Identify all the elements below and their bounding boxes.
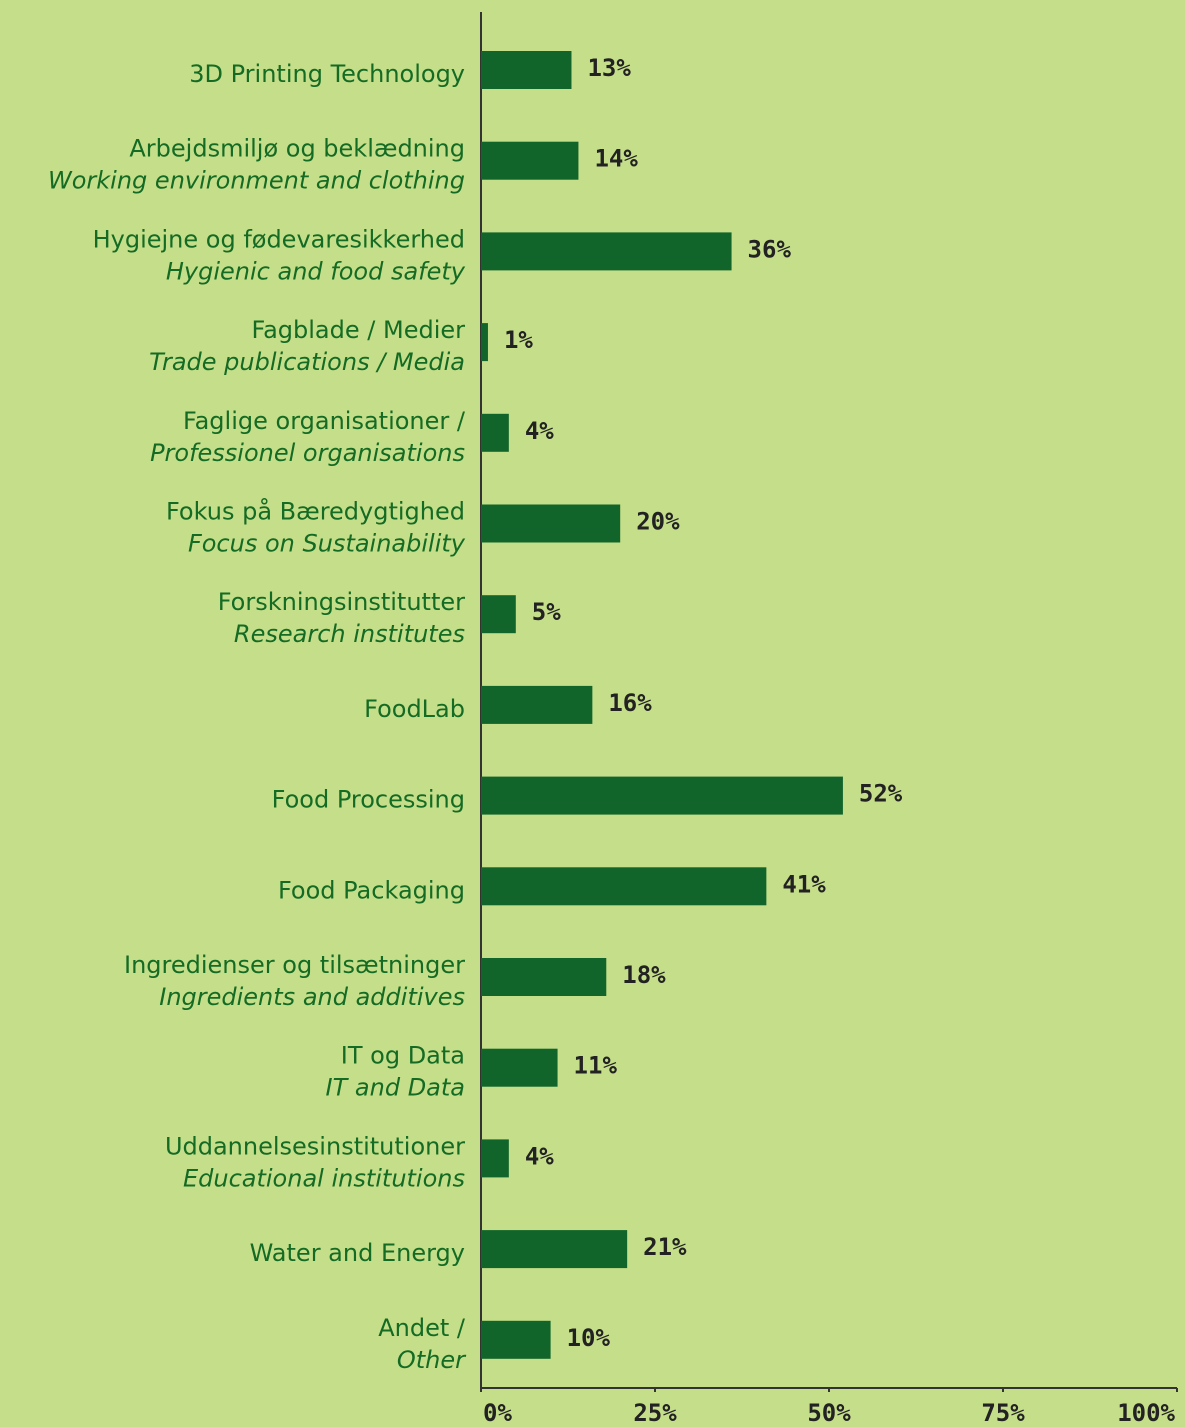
category-label: FoodLab: [364, 695, 465, 723]
value-label: 5%: [532, 598, 561, 626]
value-label: 41%: [782, 870, 826, 898]
x-tick-label: 25%: [633, 1399, 677, 1427]
bar: [481, 1230, 628, 1269]
category-label: Ingredienser og tilsætninger: [124, 951, 465, 979]
category-label: 3D Printing Technology: [189, 60, 465, 88]
value-label: 16%: [608, 689, 652, 717]
category-label: Arbejdsmiljø og beklædning: [129, 135, 465, 163]
value-label: 4%: [525, 417, 554, 445]
category-label: Andet /: [378, 1314, 466, 1342]
category-label: Hygiejne og fødevaresikkerhed: [93, 225, 465, 253]
bar: [481, 1320, 551, 1359]
category-translation: Trade publications / Media: [149, 348, 465, 376]
category-translation: Professionel organisations: [150, 439, 465, 467]
value-label: 11%: [574, 1052, 618, 1080]
value-label: 52%: [859, 780, 903, 808]
bar: [481, 232, 732, 271]
bar: [481, 323, 488, 362]
category-translation: IT and Data: [326, 1074, 465, 1102]
value-label: 1%: [504, 326, 533, 354]
bar: [481, 776, 843, 815]
category-label: Food Processing: [272, 786, 465, 814]
bar: [481, 685, 593, 724]
category-label: Forskningsinstitutter: [218, 588, 465, 616]
value-label: 4%: [525, 1142, 554, 1170]
bar: [481, 51, 572, 89]
bar: [481, 141, 579, 180]
category-translation: Hygienic and food safety: [166, 257, 466, 285]
value-label: 13%: [587, 54, 631, 82]
value-label: 36%: [748, 235, 792, 263]
category-translation: Research institutes: [234, 620, 465, 648]
x-tick-label: 75%: [981, 1399, 1025, 1427]
value-label: 18%: [622, 961, 666, 989]
bar: [481, 595, 516, 634]
category-translation: Working environment and clothing: [48, 167, 465, 195]
value-label: 21%: [643, 1233, 687, 1261]
bar: [481, 504, 621, 543]
category-label: Food Packaging: [278, 876, 465, 904]
bar: [481, 1139, 509, 1178]
category-label: Faglige organisationer /: [183, 407, 466, 435]
value-label: 10%: [567, 1324, 611, 1352]
value-label: 14%: [594, 145, 638, 173]
x-tick-label: 100%: [1117, 1399, 1175, 1427]
category-translation: Focus on Sustainability: [188, 530, 466, 558]
x-tick-label: 0%: [483, 1399, 512, 1427]
category-label: Uddannelsesinstitutioner: [165, 1132, 465, 1160]
bar: [481, 1048, 558, 1087]
bar: [481, 413, 509, 452]
category-label: Fokus på Bæredygtighed: [166, 497, 465, 526]
category-label: IT og Data: [341, 1042, 465, 1070]
category-label: Fagblade / Medier: [251, 316, 465, 344]
x-tick-label: 50%: [807, 1399, 851, 1427]
bar: [481, 958, 607, 996]
category-translation: Ingredients and additives: [159, 983, 465, 1011]
bar: [481, 867, 767, 906]
category-label: Water and Energy: [250, 1239, 465, 1267]
value-label: 20%: [636, 508, 680, 536]
category-translation: Other: [397, 1346, 467, 1374]
category-translation: Educational institutions: [183, 1164, 465, 1192]
